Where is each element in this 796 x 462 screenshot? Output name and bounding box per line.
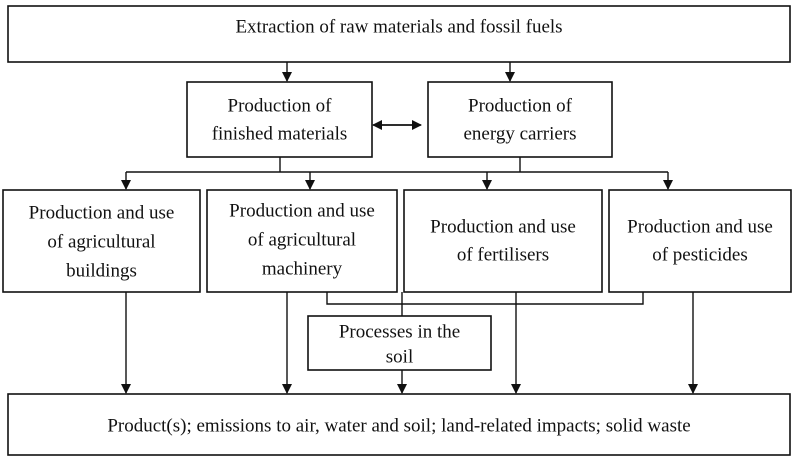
node-box [427, 81, 613, 158]
node-label: buildings [66, 260, 137, 281]
node-label: Production and use [627, 216, 773, 237]
node-label: finished materials [212, 123, 348, 144]
boxes: Extraction of raw materials and fossil f… [2, 5, 792, 456]
node-label: energy carriers [463, 123, 576, 144]
node-label: machinery [262, 258, 343, 279]
node-label: Production and use [430, 216, 576, 237]
node-box [2, 189, 201, 293]
node-label: Production and use [29, 202, 175, 223]
connector [326, 292, 644, 305]
node-label: of agricultural [47, 231, 155, 252]
node-label: of agricultural [248, 229, 356, 250]
node-box [608, 189, 792, 293]
node-box [307, 315, 492, 371]
node-label: Processes in the [339, 321, 460, 342]
node-box [206, 189, 398, 293]
node-label: of pesticides [652, 244, 748, 265]
node-box [186, 81, 373, 158]
node-box [7, 393, 791, 456]
node-label: Production and use [229, 200, 375, 221]
node-box [7, 5, 791, 63]
node-label: soil [386, 346, 413, 367]
node-label: Product(s); emissions to air, water and … [107, 415, 690, 436]
connectors [121, 62, 698, 394]
node-label: of fertilisers [457, 244, 549, 265]
node-label: Production of [468, 95, 573, 116]
node-box [403, 189, 603, 293]
node-label: Extraction of raw materials and fossil f… [235, 16, 562, 37]
node-label: Production of [228, 95, 333, 116]
